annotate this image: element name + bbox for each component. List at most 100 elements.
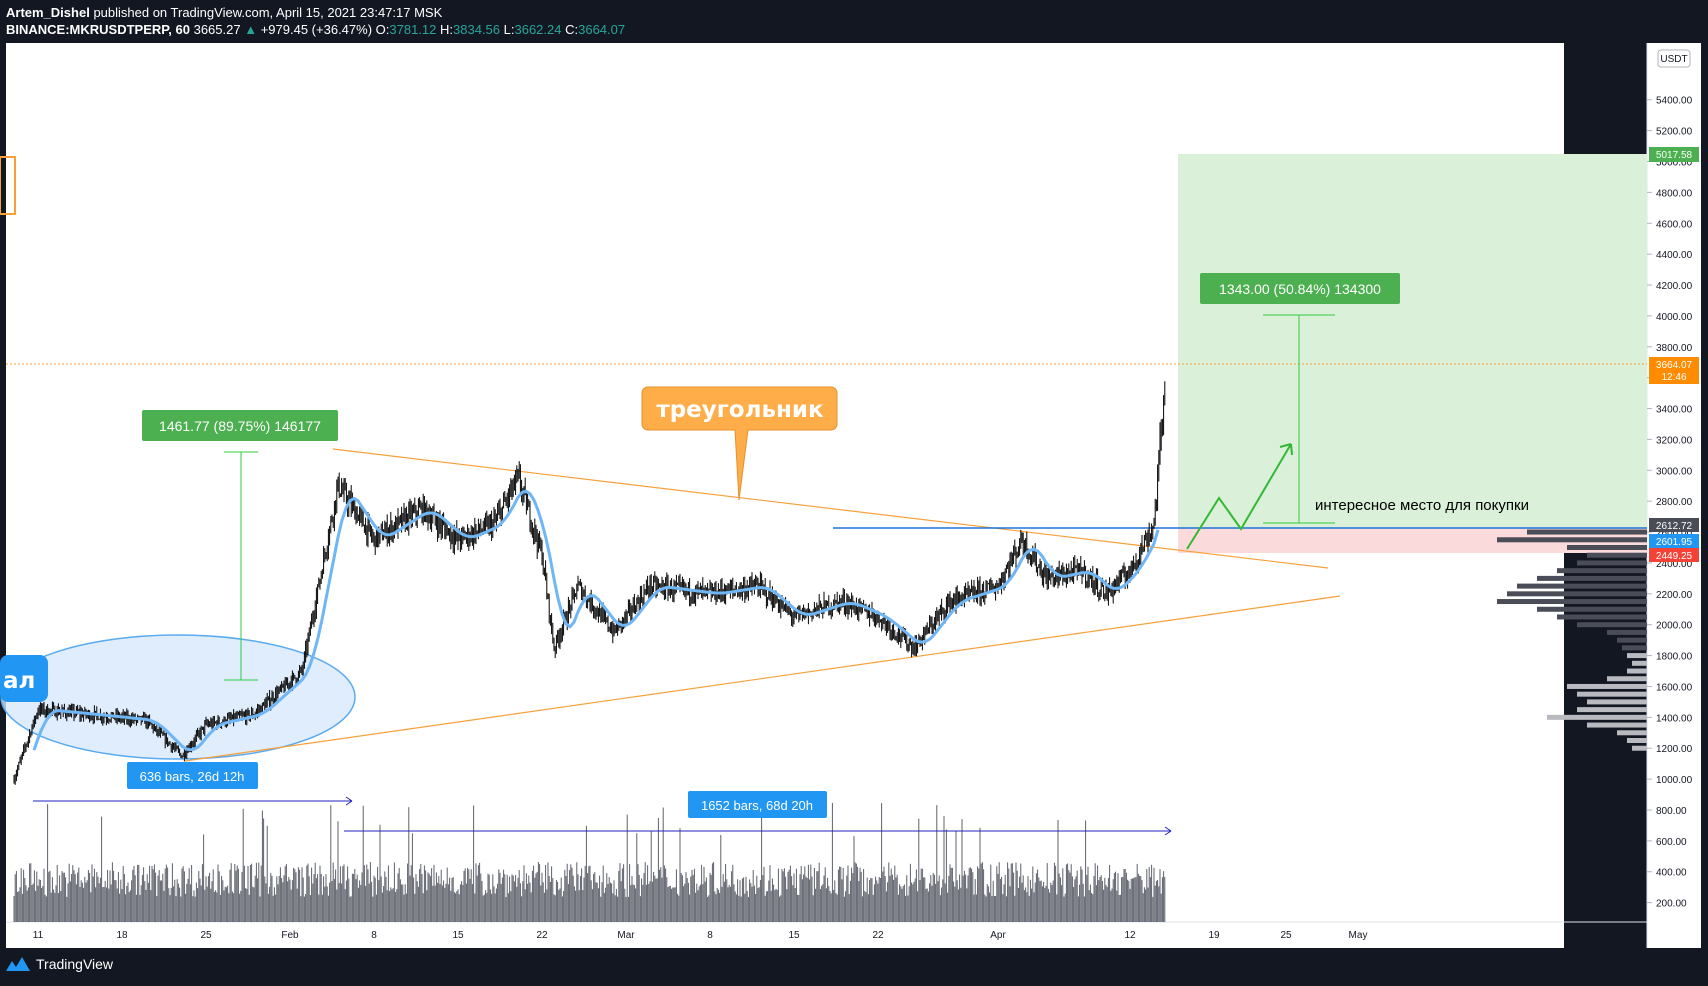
time-axis[interactable]: 11 18 25 Feb 8 15 22 Mar 8 15 22 Apr 12 19 25 May xyxy=(33,930,1368,941)
x-tick-label: May xyxy=(1349,930,1368,941)
volume-profile-row xyxy=(1537,606,1647,612)
right-measure-label: 1343.00 (50.84%) 134300 xyxy=(1219,281,1381,297)
volume-profile-row xyxy=(1537,575,1647,581)
volume-profile-row xyxy=(1557,614,1647,620)
currency-badge[interactable] xyxy=(1657,49,1691,68)
projection-path[interactable] xyxy=(1186,443,1292,550)
author-name[interactable]: Artem_Dishel xyxy=(6,5,90,20)
high-value: 3834.56 xyxy=(453,22,501,37)
volume-profile xyxy=(1497,529,1647,751)
y-tick-label: 5400.00 xyxy=(1656,96,1693,107)
volume-profile-row xyxy=(1497,599,1647,605)
volume-profile-row xyxy=(1557,568,1647,574)
y-tick-label: 1200.00 xyxy=(1656,744,1693,755)
y-tick-label: 2000.00 xyxy=(1656,621,1693,632)
close-label: C: xyxy=(565,22,579,37)
volume-profile-row xyxy=(1587,552,1647,558)
left-cut-label-text: ал xyxy=(3,668,35,694)
y-tick-label: 4800.00 xyxy=(1656,188,1693,199)
left-measure[interactable]: 1461.77 (89.75%) 146177 xyxy=(142,410,338,681)
left-cut-label[interactable]: ал xyxy=(0,655,48,702)
y-tick-label: 1800.00 xyxy=(1656,652,1693,663)
level-low-text: 2449.25 xyxy=(1656,551,1693,562)
y-tick-label: 400.00 xyxy=(1656,868,1687,879)
x-tick-label: 8 xyxy=(371,930,377,941)
y-tick-label: 4200.00 xyxy=(1656,281,1693,292)
y-tick-label: 3000.00 xyxy=(1656,466,1693,477)
change-arrow-icon: ▲ xyxy=(244,22,258,37)
x-tick-label: 19 xyxy=(1208,930,1220,941)
volume-bars xyxy=(13,802,1166,922)
target-price-tag: 5017.58 xyxy=(1649,147,1699,162)
x-tick-label: 15 xyxy=(452,930,464,941)
buy-zone-note[interactable]: интересное место для покупки xyxy=(1315,497,1529,514)
countdown-text: 12:46 xyxy=(1661,372,1686,383)
volume-profile-row xyxy=(1617,730,1647,736)
volume-profile-row xyxy=(1577,707,1647,713)
x-tick-label: 18 xyxy=(116,930,128,941)
open-value: 3781.12 xyxy=(389,22,437,37)
y-tick-label: 1400.00 xyxy=(1656,713,1693,724)
volume-profile-row xyxy=(1627,738,1647,743)
triangle-lower-line[interactable] xyxy=(184,595,1341,762)
x-tick-label: Apr xyxy=(990,930,1006,941)
volume-profile-row xyxy=(1577,560,1647,566)
x-tick-label: Mar xyxy=(617,930,635,941)
current-price-tag: 3664.07 12:46 xyxy=(1649,357,1699,384)
right-measure[interactable]: 1343.00 (50.84%) 134300 xyxy=(1200,273,1400,524)
triangle-callout[interactable]: треугольник xyxy=(641,386,838,501)
high-label: H: xyxy=(440,22,454,37)
y-tick-label: 1000.00 xyxy=(1656,775,1693,786)
y-tick-label: 800.00 xyxy=(1656,806,1687,817)
x-tick-label: 11 xyxy=(33,930,44,941)
close-value: 3664.07 xyxy=(578,22,626,37)
x-tick-label: 25 xyxy=(1280,930,1292,941)
volume-profile-row xyxy=(1622,645,1647,651)
volume-profile-row xyxy=(1547,714,1647,720)
last-price: 3665.27 xyxy=(193,22,241,37)
x-tick-label: 22 xyxy=(872,930,884,941)
volume-profile-row xyxy=(1517,583,1647,589)
callout-text: треугольник xyxy=(656,397,824,423)
moving-average-line xyxy=(32,489,1160,752)
left-measure-label: 1461.77 (89.75%) 146177 xyxy=(159,418,321,434)
x-tick-label: 25 xyxy=(200,930,212,941)
volume-profile-row xyxy=(1627,653,1647,659)
tradingview-logo-icon xyxy=(6,957,30,971)
volume-profile-row xyxy=(1567,683,1647,689)
volume-profile-row xyxy=(1507,591,1647,597)
triangle-upper-line[interactable] xyxy=(332,448,1329,569)
left-orange-marker xyxy=(0,156,16,215)
date-range-1[interactable]: 636 bars, 26d 12h xyxy=(33,762,353,806)
x-tick-label: 15 xyxy=(788,930,800,941)
y-tick-label: 5200.00 xyxy=(1656,127,1693,138)
symbol-label[interactable]: BINANCE:MKRUSDTPERP, 60 xyxy=(6,22,190,37)
volume-profile-row xyxy=(1577,691,1647,697)
published-text: published on TradingView.com, April 15, … xyxy=(93,5,443,20)
level-mid-text: 2601.95 xyxy=(1656,537,1693,548)
price-axis[interactable]: 200.00 400.00 600.00 800.00 1000.00 1200.00 14… xyxy=(1647,96,1693,910)
date-range-2[interactable]: 1652 bars, 68d 20h xyxy=(344,791,1172,836)
level-high-text: 2612.72 xyxy=(1656,521,1693,532)
level-low-tag: 2449.25 xyxy=(1649,548,1699,562)
volume-profile-row xyxy=(1587,722,1647,728)
y-tick-label: 5000.00 xyxy=(1656,158,1693,169)
tradingview-footer[interactable]: TradingView xyxy=(6,956,113,972)
ohlc-header: BINANCE:MKRUSDTPERP, 60 3665.27 ▲ +979.4… xyxy=(6,22,625,37)
volume-profile-row xyxy=(1497,537,1647,543)
volume-profile-row xyxy=(1607,676,1647,682)
date-range-2-label: 1652 bars, 68d 20h xyxy=(701,798,813,813)
current-price-text: 3664.07 xyxy=(1656,360,1693,371)
volume-profile-row xyxy=(1527,529,1647,535)
date-range-1-label: 636 bars, 26d 12h xyxy=(140,769,245,784)
y-tick-label: 3800.00 xyxy=(1656,343,1693,354)
target-zone[interactable] xyxy=(1178,154,1647,528)
y-tick-label: 1600.00 xyxy=(1656,682,1693,693)
target-price-text: 5017.58 xyxy=(1656,150,1693,161)
y-tick-label: 3200.00 xyxy=(1656,435,1693,446)
y-tick-label: 2600.00 xyxy=(1656,528,1693,539)
y-tick-label: 4000.00 xyxy=(1656,312,1693,323)
y-tick-label: 2400.00 xyxy=(1656,559,1693,570)
volume-profile-row xyxy=(1627,668,1647,674)
